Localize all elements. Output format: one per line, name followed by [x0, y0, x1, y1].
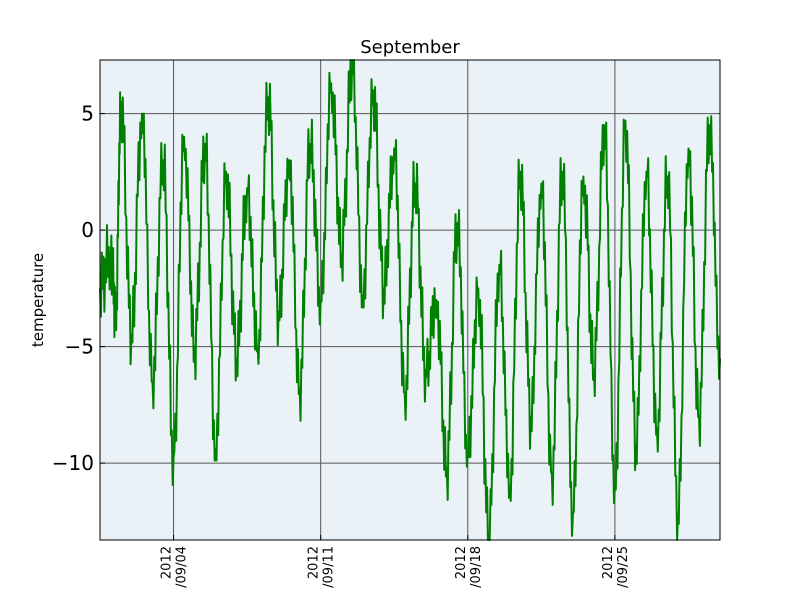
x-tick-label: 2012/09/11 [307, 546, 337, 588]
x-tick-label: 2012/09/25 [601, 546, 631, 588]
x-tick-label: 2012/09/18 [454, 546, 484, 588]
y-tick-label: 5 [81, 102, 94, 126]
chart-title: September [360, 37, 460, 58]
x-tick-label-date: /09/11 [322, 546, 337, 588]
x-tick-label: 2012/09/04 [160, 546, 190, 588]
x-tick-label-year: 2012 [160, 546, 175, 579]
y-tick-label: 0 [81, 218, 94, 242]
x-tick-label-date: /09/04 [175, 546, 190, 588]
y-axis-label: temperature [29, 253, 47, 347]
y-tick-label: −5 [65, 335, 94, 359]
x-axis: 2012/09/04 2012/09/11 2012/09/18 2012/09/25 [160, 535, 631, 588]
x-tick-label-year: 2012 [454, 546, 469, 579]
x-tick-label-date: /09/18 [469, 546, 484, 588]
temperature-series-line [99, 59, 721, 541]
y-axis: −10 −5 0 5 [52, 102, 105, 475]
x-tick-label-year: 2012 [307, 546, 322, 579]
x-tick-label-date: /09/25 [616, 546, 631, 588]
x-tick-label-year: 2012 [601, 546, 616, 579]
plot-frame [99, 59, 721, 541]
y-tick-label: −10 [52, 451, 94, 475]
